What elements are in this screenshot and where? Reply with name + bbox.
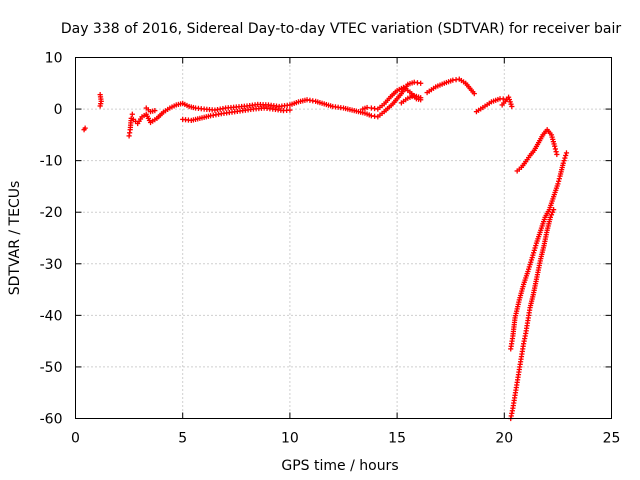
data-point [549, 209, 556, 215]
data-point [152, 108, 158, 114]
data-point [529, 254, 535, 261]
plot-frame [75, 57, 612, 419]
data-point [129, 111, 135, 117]
data-point [418, 95, 424, 101]
y-tick-label: -30 [40, 257, 63, 273]
data-point [531, 250, 537, 256]
y-axis-label: SDTVAR / TECUs [7, 181, 23, 296]
data-points [81, 76, 570, 422]
data-point [530, 252, 536, 258]
data-point [563, 152, 569, 159]
data-point [533, 242, 539, 249]
x-axis-label: GPS time / hours [281, 458, 398, 474]
grid-lines [75, 57, 612, 419]
x-tick-label: 5 [178, 431, 187, 447]
data-point [418, 80, 424, 86]
y-tick-label: 0 [54, 102, 63, 118]
data-point [562, 155, 568, 161]
y-tick-label: -60 [40, 412, 63, 428]
chart-title: Day 338 of 2016, Sidereal Day-to-day VTE… [61, 21, 622, 37]
data-point [556, 178, 562, 184]
x-tick-label: 20 [495, 431, 513, 447]
axis-ticks: 0 5 10 15 20 25 10 0 -10 -20 -30 -40 -50 -60 [40, 51, 621, 447]
y-tick-label: -50 [40, 360, 63, 376]
x-tick-label: 0 [71, 431, 80, 447]
data-point [554, 151, 560, 158]
data-point [531, 247, 537, 253]
data-point [555, 181, 561, 187]
data-point [553, 149, 559, 155]
data-point [563, 150, 570, 156]
data-point [561, 158, 567, 164]
y-tick-label: -10 [40, 154, 63, 170]
data-point [548, 212, 555, 218]
data-point [547, 214, 553, 220]
data-point [560, 160, 566, 166]
data-point [552, 143, 558, 149]
y-tick-label: -20 [40, 205, 63, 221]
y-tick-label: 10 [45, 51, 63, 67]
x-tick-label: 25 [603, 431, 621, 447]
data-point [82, 125, 88, 131]
x-tick-label: 10 [281, 431, 299, 447]
data-point [287, 107, 293, 113]
data-point [556, 176, 562, 182]
x-tick-label: 15 [388, 431, 406, 447]
y-tick-label: -40 [40, 308, 63, 324]
data-point [97, 103, 103, 109]
data-point [509, 103, 515, 110]
data-point [552, 146, 558, 152]
data-point [551, 207, 557, 213]
data-point [471, 91, 477, 97]
data-point [532, 245, 538, 251]
